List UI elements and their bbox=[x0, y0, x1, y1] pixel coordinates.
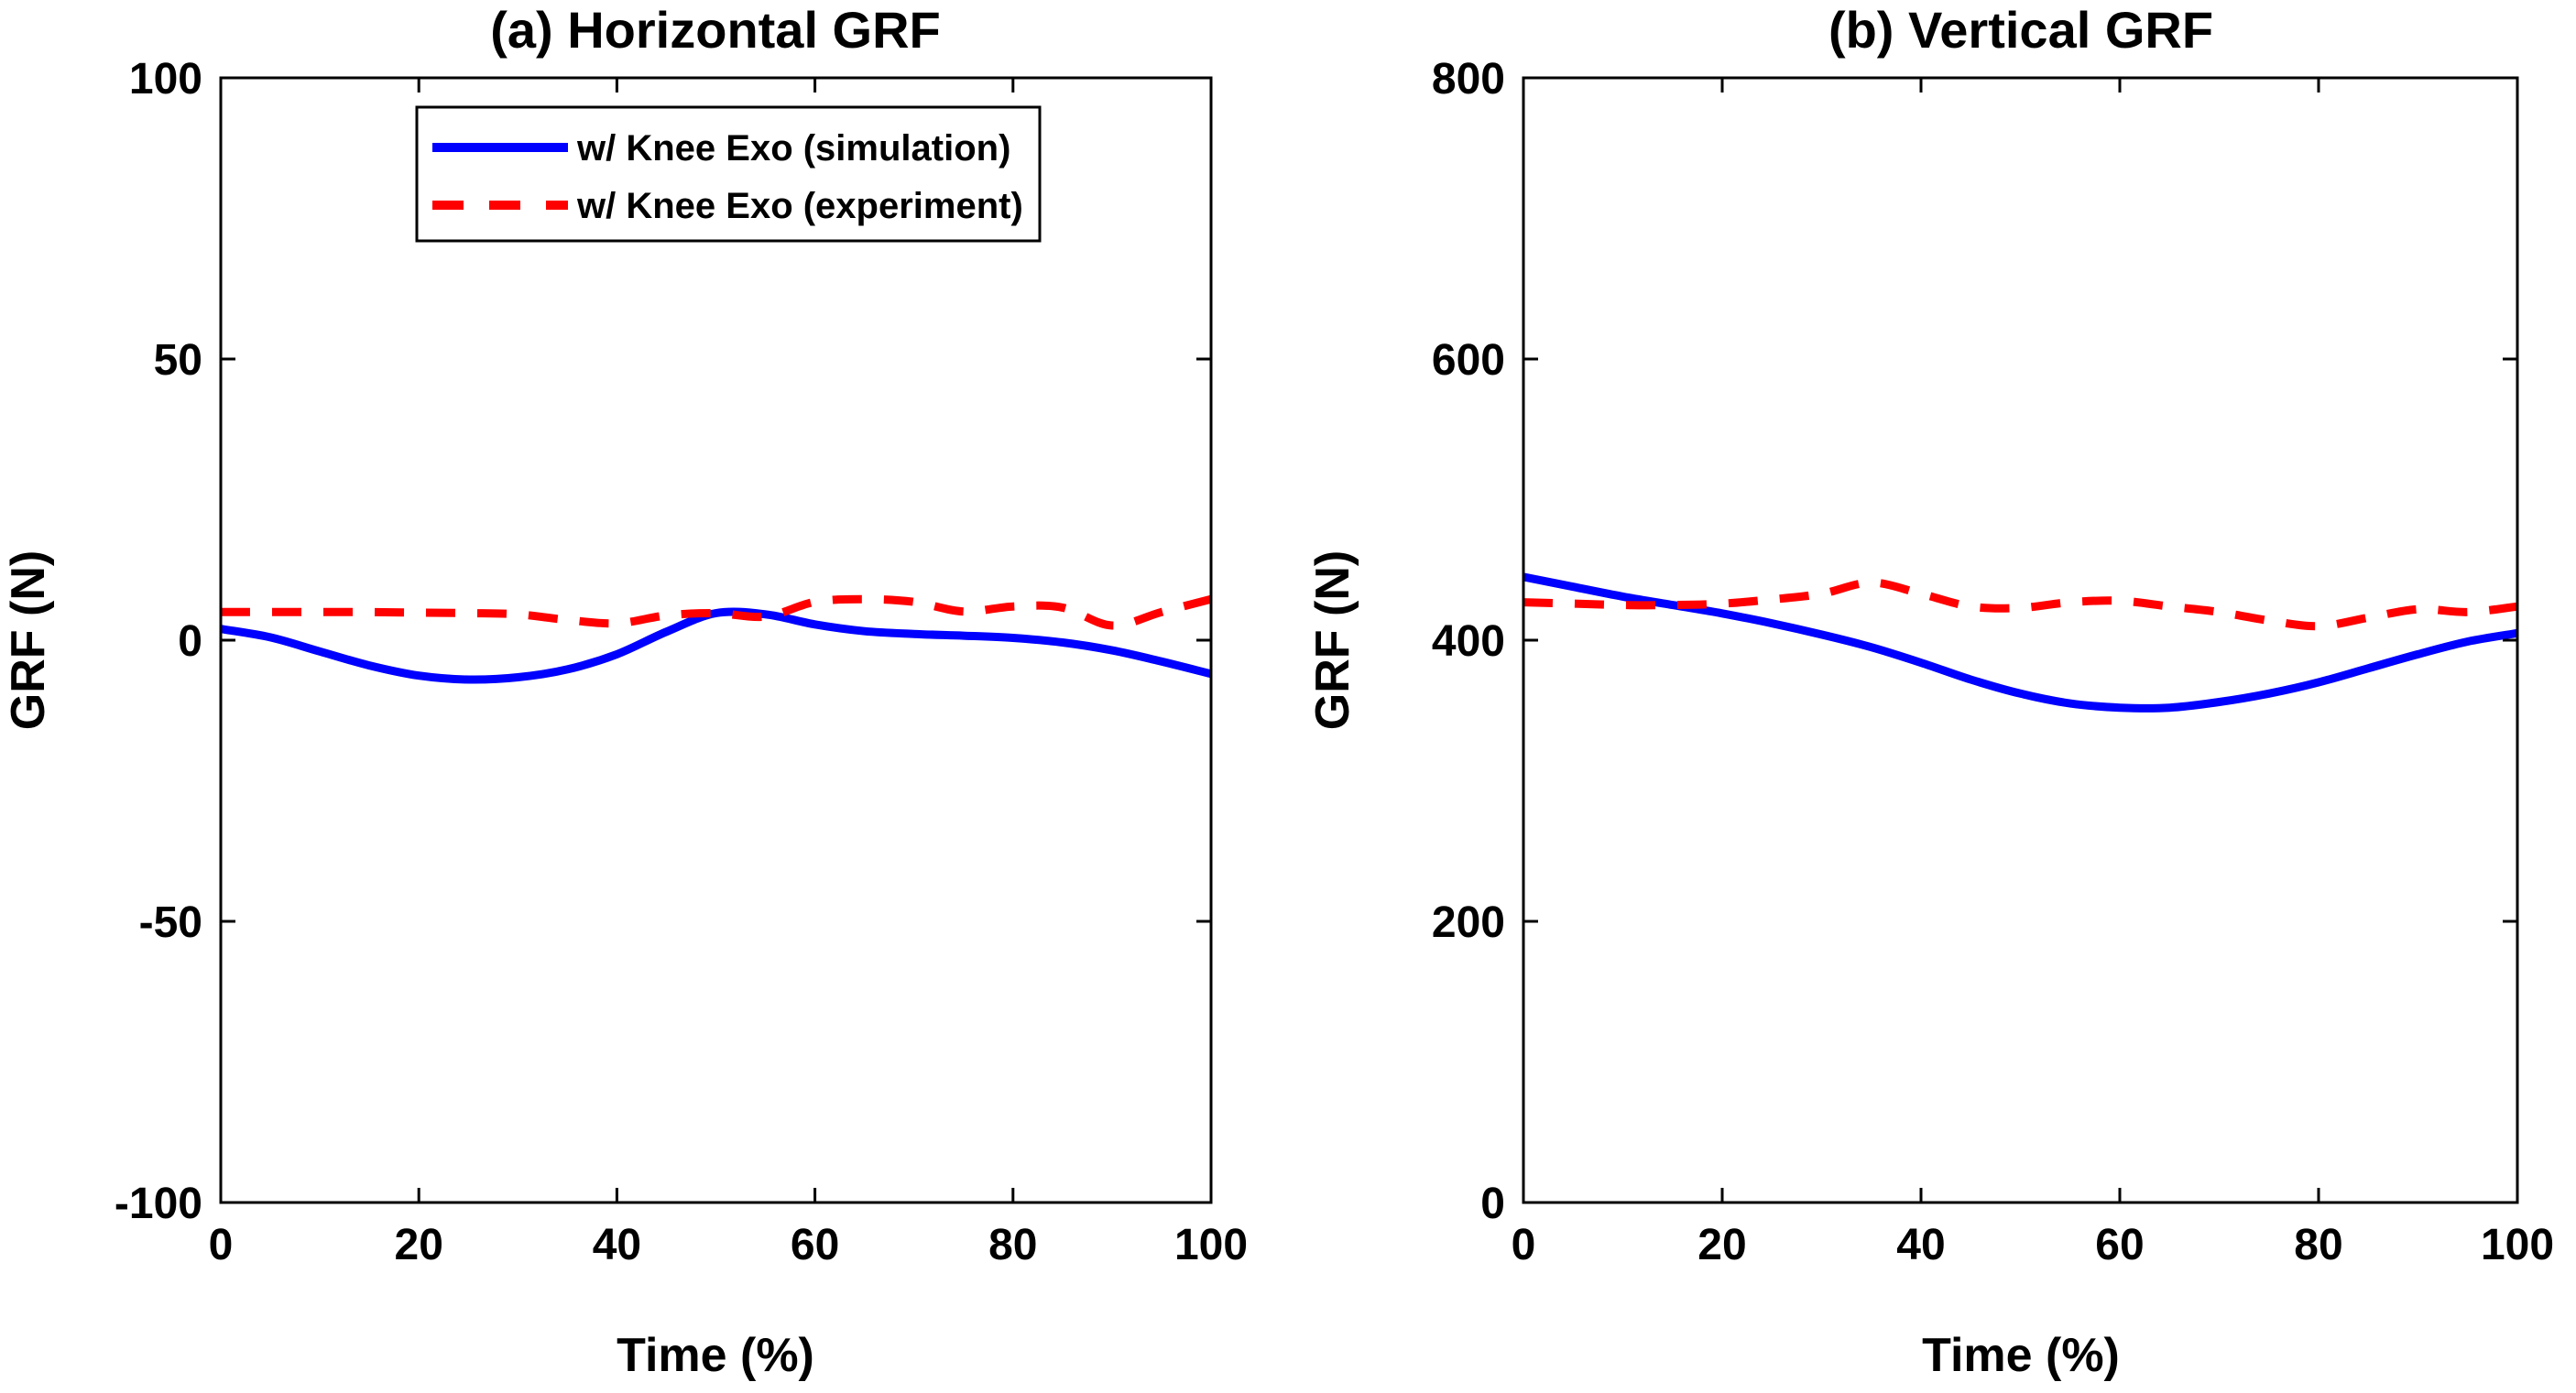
y-tick-label: 400 bbox=[1432, 617, 1505, 666]
panel-b-x-axis-label: Time (%) bbox=[1922, 1329, 2120, 1382]
y-tick-label: 0 bbox=[1480, 1180, 1505, 1228]
x-tick-label: 60 bbox=[791, 1221, 839, 1269]
legend-label-simulation: w/ Knee Exo (simulation) bbox=[576, 128, 1010, 169]
x-tick-label: 100 bbox=[2481, 1221, 2554, 1269]
panel-a-y-axis-label: GRF (N) bbox=[2, 550, 55, 730]
legend-box bbox=[415, 105, 1042, 243]
panel-a-series-group bbox=[221, 594, 1211, 684]
panel-b-series-group bbox=[1523, 572, 2517, 713]
y-tick-label: 100 bbox=[129, 55, 202, 103]
legend: w/ Knee Exo (simulation) w/ Knee Exo (ex… bbox=[415, 105, 1042, 243]
y-tick-label: 600 bbox=[1432, 336, 1505, 385]
x-tick-label: 80 bbox=[2294, 1221, 2342, 1269]
y-tick-label: -100 bbox=[115, 1180, 202, 1228]
x-tick-label: 40 bbox=[1896, 1221, 1945, 1269]
panel-b-series-simulation-curve bbox=[1523, 572, 2517, 713]
y-tick-label: 0 bbox=[178, 617, 202, 666]
y-tick-label: 800 bbox=[1432, 55, 1505, 103]
x-tick-label: 0 bbox=[209, 1221, 234, 1269]
panel-a-x-axis-label: Time (%) bbox=[617, 1329, 814, 1382]
x-tick-label: 80 bbox=[988, 1221, 1037, 1269]
x-tick-label: 60 bbox=[2095, 1221, 2144, 1269]
panel-b-title: (b) Vertical GRF bbox=[1828, 1, 2213, 59]
panel-a-series-experiment-curve bbox=[221, 594, 1211, 630]
x-tick-label: 100 bbox=[1174, 1221, 1248, 1269]
panel-b-series-experiment-curve bbox=[1523, 578, 2517, 631]
panel-a-plot: 0 20 40 60 80 100 -100 -50 0 50 100 bbox=[115, 55, 1248, 1269]
x-tick-label: 20 bbox=[1697, 1221, 1746, 1269]
panel-a-series-simulation-curve bbox=[221, 607, 1211, 684]
legend-label-experiment: w/ Knee Exo (experiment) bbox=[576, 186, 1023, 226]
panel-b-y-axis-label: GRF (N) bbox=[1306, 550, 1359, 730]
panel-b-plot: 0 20 40 60 80 100 0 200 400 600 800 bbox=[1432, 55, 2554, 1269]
panel-a-title: (a) Horizontal GRF bbox=[490, 1, 941, 59]
y-tick-label: -50 bbox=[139, 898, 202, 947]
y-tick-label: 200 bbox=[1432, 898, 1505, 947]
x-tick-label: 0 bbox=[1512, 1221, 1536, 1269]
panels-group: 0 20 40 60 80 100 -100 -50 0 50 100 0 20 40 60 80 100 0 20… bbox=[115, 55, 2554, 1269]
x-tick-label: 20 bbox=[395, 1221, 443, 1269]
y-tick-label: 50 bbox=[154, 336, 202, 385]
x-tick-label: 40 bbox=[593, 1221, 641, 1269]
panel-b-axes-box bbox=[1522, 76, 2519, 1204]
